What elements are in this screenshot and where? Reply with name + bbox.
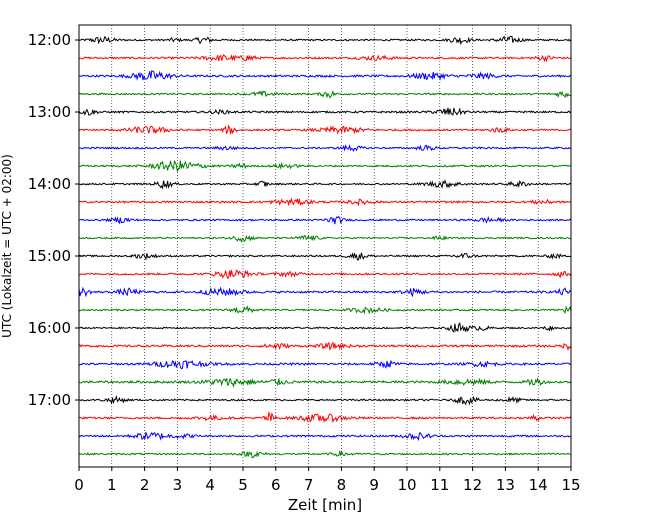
x-tick-label: 9 <box>369 476 379 494</box>
trace-16:30 <box>78 359 572 370</box>
y-tick-label: 16:00 <box>28 319 71 337</box>
x-axis-label: Zeit [min] <box>288 496 362 514</box>
trace-15:30 <box>78 286 572 298</box>
trace-12:30 <box>79 70 572 81</box>
trace-17:15 <box>79 410 572 424</box>
x-tick-label: 12 <box>463 476 482 494</box>
trace-12:00 <box>78 35 572 46</box>
trace-15:00 <box>78 252 572 261</box>
trace-12:15 <box>78 53 572 63</box>
trace-14:00 <box>78 179 572 190</box>
trace-14:45 <box>78 234 572 244</box>
x-tick-label: 13 <box>496 476 515 494</box>
trace-17:00 <box>78 394 572 406</box>
y-tick-label: 17:00 <box>28 391 71 409</box>
trace-17:45 <box>78 449 571 459</box>
trace-14:30 <box>78 215 572 225</box>
y-tick-label: 15:00 <box>28 247 71 265</box>
x-tick-label: 8 <box>337 476 347 494</box>
x-tick-label: 1 <box>107 476 117 494</box>
y-axis-ticks: 12:00 13:00 14:00 15:00 16:00 17:00 <box>28 31 79 409</box>
x-tick-label: 5 <box>238 476 248 494</box>
x-tick-label: 6 <box>271 476 281 494</box>
x-tick-label: 2 <box>140 476 150 494</box>
x-tick-label: 3 <box>173 476 183 494</box>
trace-12:45 <box>78 90 572 99</box>
y-tick-label: 14:00 <box>28 175 71 193</box>
seismogram-traces <box>78 35 572 459</box>
y-axis-label: UTC (Lokalzeit = UTC + 02:00) <box>0 154 14 338</box>
trace-17:30 <box>78 431 572 442</box>
plot-frame <box>78 24 572 468</box>
x-tick-label: 11 <box>430 476 449 494</box>
trace-13:00 <box>78 107 572 116</box>
trace-15:15 <box>78 269 572 280</box>
trace-16:00 <box>78 322 572 334</box>
x-axis-ticks: 0 1 2 3 4 5 6 7 8 9 10 11 12 13 14 15 <box>74 467 581 494</box>
trace-16:45 <box>78 376 572 389</box>
x-tick-label: 0 <box>74 476 84 494</box>
trace-16:15 <box>78 341 572 352</box>
y-tick-label: 13:00 <box>28 103 71 121</box>
trace-14:15 <box>78 197 572 207</box>
trace-15:45 <box>78 305 572 315</box>
trace-13:15 <box>78 124 571 135</box>
x-tick-label: 10 <box>397 476 416 494</box>
x-tick-label: 15 <box>561 476 580 494</box>
x-tick-label: 14 <box>529 476 548 494</box>
trace-13:45 <box>78 159 571 172</box>
x-tick-label: 7 <box>304 476 314 494</box>
x-tick-label: 4 <box>205 476 215 494</box>
trace-13:30 <box>78 143 572 152</box>
y-tick-label: 12:00 <box>28 31 71 49</box>
